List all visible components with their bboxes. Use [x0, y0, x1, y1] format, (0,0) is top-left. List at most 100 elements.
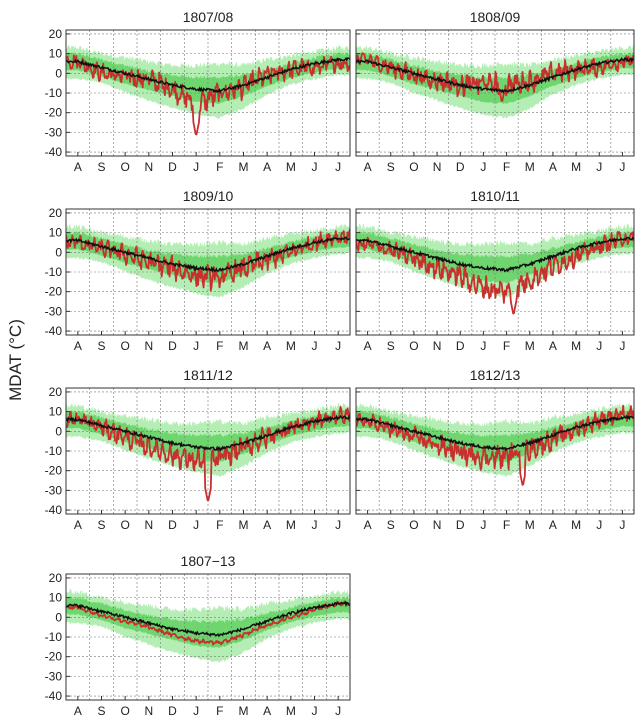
x-tick-label: J — [480, 160, 486, 174]
x-tick-label: O — [120, 704, 129, 717]
y-tick-label: 20 — [49, 385, 63, 399]
x-tick-label: J — [193, 339, 199, 353]
panel-title: 1807/08 — [183, 9, 234, 25]
y-tick-label: -20 — [45, 464, 63, 478]
y-tick-label: -40 — [45, 145, 63, 159]
y-tick-label: -10 — [45, 265, 63, 279]
x-tick-label: S — [387, 160, 395, 174]
panel-7: 1807−13 20 10 0 -10 -20 -30 -40 A S O N D J F M A M J J — [45, 553, 351, 717]
climatology-mean-line — [66, 236, 350, 273]
y-tick-label: 10 — [49, 47, 63, 61]
panel-plot-area — [66, 209, 350, 335]
x-tick-label: J — [335, 160, 341, 174]
x-tick-label: F — [503, 518, 510, 532]
x-tick-label: O — [409, 160, 418, 174]
x-tick-label: N — [433, 160, 442, 174]
x-tick-label: F — [216, 160, 223, 174]
x-tick-label: J — [193, 704, 199, 717]
x-tick-label: D — [168, 518, 177, 532]
x-tick-label: A — [74, 339, 82, 353]
x-tick-label: F — [503, 339, 510, 353]
x-tick-label: J — [596, 160, 602, 174]
x-tick-label: A — [74, 518, 82, 532]
panel-title: 1812/13 — [470, 367, 521, 383]
x-tick-label: D — [168, 339, 177, 353]
x-tick-label: J — [619, 518, 625, 532]
x-tick-label: J — [619, 160, 625, 174]
x-tick-label: S — [97, 160, 105, 174]
observed-series-line — [356, 230, 634, 315]
x-tick-label: J — [335, 518, 341, 532]
x-tick-label: S — [97, 704, 105, 717]
y-tick-label: -40 — [45, 689, 63, 703]
y-tick-label: 10 — [49, 405, 63, 419]
x-tick-label: M — [525, 518, 535, 532]
y-tick-label: -20 — [45, 106, 63, 120]
x-tick-label: M — [286, 704, 296, 717]
x-tick-label: J — [312, 704, 318, 717]
x-tick-label: J — [596, 518, 602, 532]
y-tick-label: 10 — [49, 226, 63, 240]
panel-plot-area — [356, 388, 634, 514]
x-tick-label: O — [120, 518, 129, 532]
y-tick-label: 10 — [49, 591, 63, 605]
x-tick-label: M — [239, 518, 249, 532]
x-tick-label: J — [335, 339, 341, 353]
x-tick-label: O — [120, 339, 129, 353]
x-tick-label: O — [120, 160, 129, 174]
x-tick-label: J — [335, 704, 341, 717]
x-tick-label: J — [619, 339, 625, 353]
climatology-mean-line — [66, 600, 350, 638]
y-tick-label: -40 — [45, 324, 63, 338]
x-tick-label: F — [216, 339, 223, 353]
x-tick-label: D — [168, 704, 177, 717]
x-tick-label: M — [571, 339, 581, 353]
climatology-mean-line — [356, 414, 634, 452]
x-tick-label: S — [387, 518, 395, 532]
x-tick-label: S — [97, 339, 105, 353]
y-tick-label: -10 — [45, 86, 63, 100]
y-tick-label: 0 — [55, 424, 62, 438]
x-tick-label: A — [364, 518, 372, 532]
x-tick-label: O — [409, 518, 418, 532]
panel-6: 1812/13A S O N D J F M A M J J — [355, 367, 635, 532]
y-tick-label: -40 — [45, 503, 63, 517]
y-tick-label: -30 — [45, 125, 63, 139]
x-tick-label: D — [456, 339, 465, 353]
panel-plot-area — [356, 209, 634, 335]
x-tick-label: M — [525, 339, 535, 353]
x-tick-label: N — [144, 339, 153, 353]
x-tick-label: J — [596, 339, 602, 353]
y-tick-label: 20 — [49, 571, 63, 585]
y-tick-label: 0 — [55, 66, 62, 80]
y-tick-label: 0 — [55, 610, 62, 624]
y-tick-label: -30 — [45, 669, 63, 683]
x-tick-label: N — [433, 518, 442, 532]
x-tick-label: D — [168, 160, 177, 174]
panel-plot-area — [66, 30, 350, 156]
x-tick-label: J — [480, 339, 486, 353]
x-tick-label: A — [263, 704, 271, 717]
climatology-mean-line — [66, 56, 350, 94]
observed-series-line — [66, 405, 350, 502]
panel-title: 1810/11 — [470, 188, 520, 204]
x-tick-label: J — [193, 160, 199, 174]
panel-plot-area — [66, 388, 350, 514]
x-tick-label: M — [286, 339, 296, 353]
panel-title: 1807−13 — [181, 553, 236, 569]
x-tick-label: D — [456, 518, 465, 532]
x-tick-label: A — [549, 339, 557, 353]
y-tick-label: 20 — [49, 206, 63, 220]
y-tick-label: 20 — [49, 27, 63, 41]
x-tick-label: M — [239, 704, 249, 717]
panel-4: 1810/11A S O N D J F M A M J J — [355, 188, 635, 353]
y-tick-label: -10 — [45, 444, 63, 458]
x-tick-label: A — [364, 339, 372, 353]
x-tick-label: A — [263, 518, 271, 532]
climatology-mean-line — [66, 414, 350, 452]
panel-plot-area — [66, 574, 350, 700]
x-tick-label: N — [144, 518, 153, 532]
